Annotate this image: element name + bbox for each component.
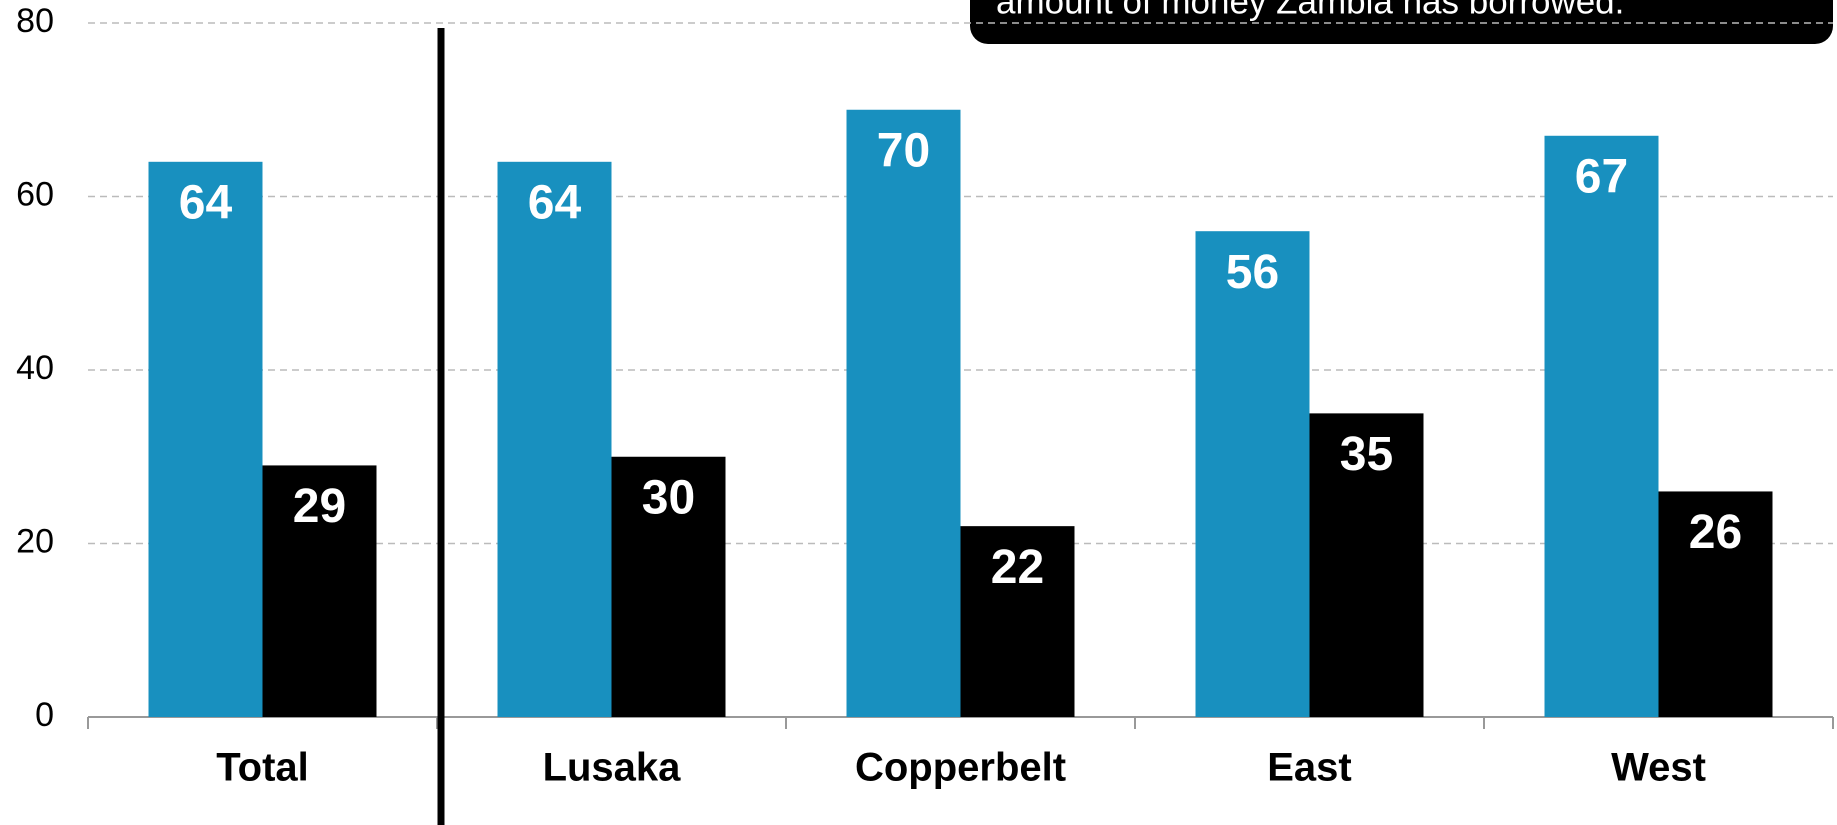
bar <box>1658 491 1773 717</box>
value-label: 64 <box>179 176 233 229</box>
value-label: 30 <box>642 471 695 524</box>
bar <box>611 456 726 717</box>
annotation-box <box>970 0 1833 44</box>
bar <box>1544 135 1659 717</box>
y-tick-label: 60 <box>16 175 54 213</box>
bar <box>1309 413 1424 717</box>
y-tick-label: 0 <box>35 696 54 734</box>
bar <box>846 109 961 717</box>
value-label: 29 <box>293 480 346 533</box>
x-tick-label: East <box>1267 746 1352 790</box>
y-tick-label: 80 <box>16 2 54 40</box>
value-label: 67 <box>1575 150 1628 203</box>
x-tick-label: Copperbelt <box>855 746 1066 790</box>
value-label: 26 <box>1689 506 1742 559</box>
bar <box>262 465 377 717</box>
value-label: 35 <box>1340 428 1393 481</box>
y-tick-label: 40 <box>16 349 54 387</box>
bar <box>960 526 1075 717</box>
value-label: 70 <box>877 124 930 177</box>
x-tick-label: Lusaka <box>543 746 682 790</box>
value-label: 64 <box>528 176 582 229</box>
annotation: amount of money Zambia has borrowed. <box>996 0 1624 21</box>
x-tick-label: Total <box>216 746 309 790</box>
bar <box>497 161 612 718</box>
x-tick-label: West <box>1611 746 1706 790</box>
bar <box>1195 231 1310 717</box>
bar <box>148 161 263 718</box>
value-label: 56 <box>1226 246 1279 299</box>
y-tick-label: 20 <box>16 522 54 560</box>
value-label: 22 <box>991 541 1044 594</box>
